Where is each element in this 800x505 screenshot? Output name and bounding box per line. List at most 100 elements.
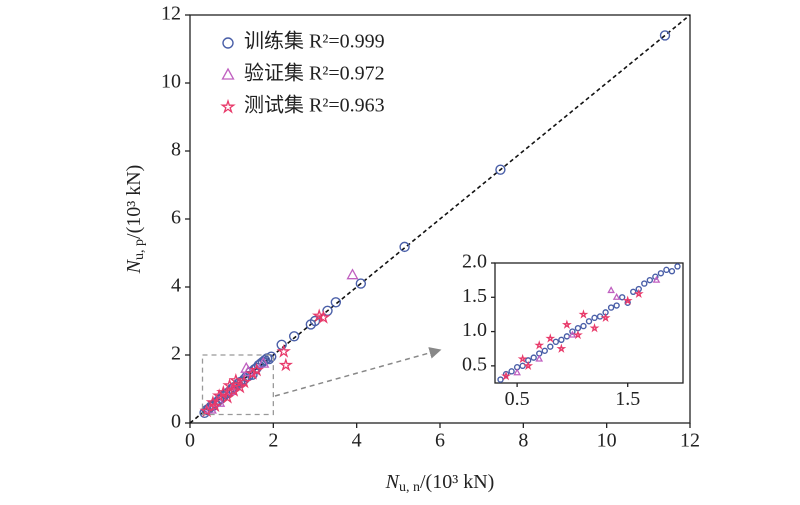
x-tick-label: 2 [268,430,278,452]
x-label-sub: u, n [399,480,420,495]
point [630,288,637,295]
legend-label: 测试集 R²=0.963 [244,94,385,117]
y-tick-label: 6 [171,207,181,229]
point [523,360,534,371]
point [552,338,560,346]
point [519,362,526,370]
point [276,339,287,350]
point [288,331,300,342]
point [207,398,223,413]
point [495,164,506,175]
point [612,292,621,300]
point [624,299,631,306]
y-label-sub: u, p [132,239,147,260]
legend-label: 验证集 R²=0.972 [244,62,385,85]
point [585,318,593,325]
point [257,356,270,368]
y-label-unit: /(10³ kN) [123,165,145,239]
point [657,270,665,277]
point [541,347,548,354]
x-tick-label: 12 [680,430,700,452]
point [316,310,331,324]
point [652,275,661,283]
zoom-box [201,354,274,416]
y-tick-label: 0.5 [462,353,487,375]
point [558,336,565,343]
zoom-arrow [274,347,442,397]
point [589,322,600,333]
point [355,278,367,289]
point [607,286,615,294]
point [330,297,342,308]
point [199,403,214,418]
x-tick-label: 1.5 [615,388,640,410]
point [513,368,521,376]
point [607,304,615,311]
point [600,312,611,323]
y-tick-label: 4 [171,275,181,297]
point [659,30,671,41]
point [530,354,537,361]
point [249,362,264,377]
point [622,295,633,305]
y-tick-label: 0 [171,411,181,433]
y-axis-label: Nu, p/(10³ kN) [123,165,148,275]
point [573,329,583,340]
point [216,384,231,399]
legend-marker [220,98,236,114]
point [399,241,410,253]
x-axis-label: Nu, n/(10³ kN) [385,471,495,496]
x-tick-label: 10 [597,430,617,452]
point [545,333,556,343]
point [346,268,359,280]
point [508,368,515,375]
plot-frame [494,262,684,384]
point [228,372,244,387]
point [278,357,294,372]
point [276,344,291,358]
point [591,314,598,322]
point [641,280,648,287]
point [561,319,572,329]
y-tick-label: 1.5 [462,285,487,307]
point [309,315,321,327]
point [517,353,528,364]
point [578,309,589,319]
reference-line [189,14,691,424]
point [674,263,681,270]
x-label-symbol: N [385,471,401,493]
y-tick-label: 2 [171,343,181,365]
y-tick-label: 12 [161,3,181,25]
inset-background [495,263,683,383]
point [236,374,252,389]
point [568,330,577,338]
point [547,343,554,350]
point [535,354,544,362]
point [633,288,644,299]
legend-marker [221,67,235,80]
x-tick-label: 6 [435,430,445,452]
point [242,365,255,377]
point [266,351,277,362]
point [534,340,545,350]
x-tick-label: 4 [352,430,362,452]
point [618,294,626,301]
point [569,328,576,335]
y-tick-label: 8 [171,139,181,161]
point [580,322,587,330]
x-tick-label: 0 [185,430,195,452]
y-tick-label: 2.0 [462,251,487,273]
point [259,354,271,366]
y-label-symbol: N [123,258,145,274]
legend-label: 训练集 R²=0.999 [244,30,385,53]
point [668,268,676,275]
point [501,370,511,381]
point [613,302,620,309]
point [220,389,235,404]
x-label-unit: /(10³ kN) [420,471,494,493]
point [663,266,670,274]
x-tick-label: 8 [518,430,528,452]
point [232,379,248,394]
y-tick-label: 1.0 [462,319,487,341]
